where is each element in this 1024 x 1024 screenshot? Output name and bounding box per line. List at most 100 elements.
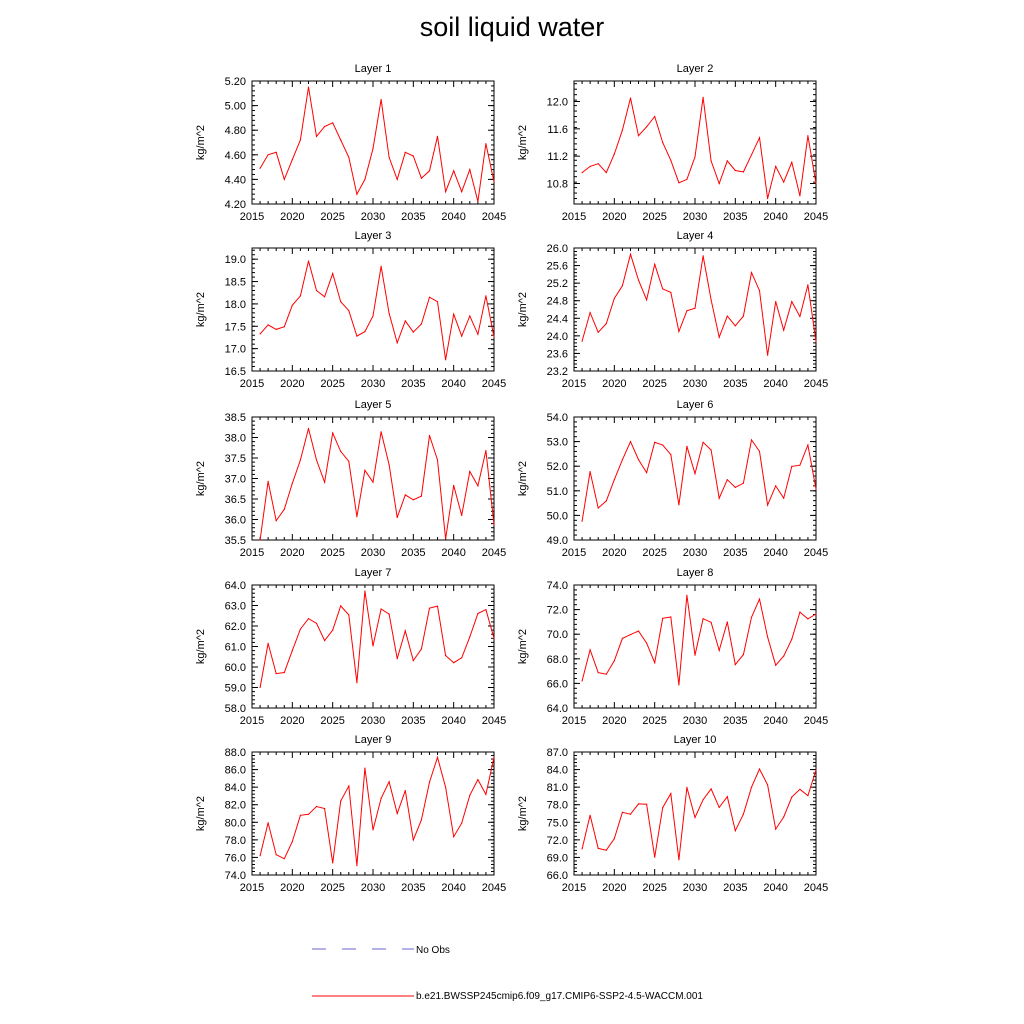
x-tick-label: 2030	[683, 211, 707, 223]
y-tick-label: 74.0	[547, 580, 568, 592]
data-point	[678, 504, 680, 506]
y-axis-label: kg/m^2	[195, 629, 207, 664]
data-point	[428, 170, 431, 172]
data-point	[742, 482, 745, 484]
data-point	[388, 312, 390, 314]
y-tick-label: 5.00	[225, 101, 246, 113]
data-point	[477, 333, 479, 335]
y-tick-label: 19.0	[225, 254, 246, 266]
data-point	[372, 315, 374, 317]
y-tick-label: 37.5	[225, 453, 246, 465]
data-point	[291, 304, 293, 306]
data-point	[396, 516, 398, 519]
data-point	[613, 297, 615, 300]
x-tick-label: 2015	[562, 882, 586, 894]
y-axis-label: kg/m^2	[517, 461, 529, 496]
data-point	[767, 636, 769, 638]
data-point	[815, 613, 817, 615]
data-point	[461, 514, 463, 517]
x-tick-label: 2015	[562, 715, 586, 727]
x-tick-label: 2035	[723, 547, 747, 559]
data-point	[372, 829, 374, 831]
data-point	[315, 135, 318, 137]
data-point	[259, 539, 261, 541]
data-point	[734, 325, 736, 327]
data-point	[581, 680, 583, 682]
data-point	[750, 272, 753, 274]
data-point	[783, 329, 785, 331]
x-tick-label: 2015	[240, 211, 264, 223]
data-point	[702, 799, 704, 801]
data-point	[396, 658, 398, 660]
data-point	[477, 779, 479, 781]
y-tick-label: 78.0	[547, 800, 568, 812]
x-tick-label: 2025	[320, 547, 344, 559]
data-point	[694, 156, 696, 158]
data-point	[621, 129, 624, 131]
data-point	[758, 137, 761, 139]
chart-panel-2: Layer 2 kg/m^2 2015 2020 2025 2030 2035 2040 204…	[517, 63, 828, 223]
data-point	[469, 169, 471, 171]
data-point	[662, 807, 664, 809]
data-point	[307, 86, 310, 88]
panel-title: Layer 4	[677, 230, 714, 242]
y-tick-label: 4.60	[225, 150, 246, 162]
y-tick-label: 25.6	[547, 261, 568, 273]
data-point	[485, 450, 487, 452]
data-point	[477, 612, 479, 615]
data-point	[767, 197, 769, 200]
y-tick-label: 23.6	[547, 348, 568, 360]
y-tick-label: 59.0	[225, 683, 246, 695]
x-tick-label: 2020	[602, 378, 626, 390]
data-point	[726, 796, 728, 798]
data-point	[267, 642, 269, 645]
x-tick-label: 2045	[482, 211, 506, 223]
y-tick-label: 24.4	[547, 313, 568, 325]
y-tick-label: 11.2	[547, 151, 568, 163]
data-point	[364, 178, 366, 180]
y-tick-label: 50.0	[547, 510, 568, 522]
data-point	[307, 618, 310, 620]
data-point	[283, 858, 285, 860]
data-point	[412, 331, 414, 333]
panel-title: Layer 8	[677, 567, 714, 579]
data-point	[356, 682, 358, 684]
y-tick-label: 38.0	[225, 433, 246, 445]
x-tick-label: 2035	[401, 882, 425, 894]
data-point	[742, 171, 745, 173]
data-point	[807, 618, 809, 620]
x-tick-label: 2040	[441, 547, 465, 559]
x-tick-label: 2035	[401, 378, 425, 390]
x-tick-label: 2025	[642, 882, 666, 894]
data-point	[445, 786, 447, 788]
x-tick-label: 2040	[441, 378, 465, 390]
x-tick-label: 2025	[642, 547, 666, 559]
x-tick-label: 2025	[320, 378, 344, 390]
y-tick-label: 70.0	[547, 629, 568, 641]
data-point	[726, 315, 728, 317]
data-point	[267, 480, 269, 482]
y-axis-label: kg/m^2	[517, 629, 529, 664]
data-point	[686, 178, 688, 180]
data-point	[815, 182, 817, 185]
data-point	[646, 126, 648, 128]
data-point	[445, 654, 447, 657]
data-point	[348, 785, 350, 787]
data-point	[436, 301, 439, 303]
chart-panel-1: Layer 1 kg/m^2 2015 2020 2025 2030 2035 2040 204…	[195, 63, 506, 223]
data-point	[356, 516, 358, 518]
data-point	[428, 434, 431, 437]
x-tick-label: 2020	[602, 211, 626, 223]
y-axis-label: kg/m^2	[195, 292, 207, 327]
data-point	[469, 794, 471, 796]
data-point	[404, 320, 406, 322]
data-point	[356, 193, 358, 195]
y-tick-label: 64.0	[547, 703, 568, 715]
data-point	[613, 660, 615, 662]
x-tick-label: 2035	[401, 547, 425, 559]
plot-frame	[251, 80, 495, 205]
data-point	[332, 272, 334, 275]
data-point	[493, 756, 495, 758]
data-point	[597, 507, 599, 509]
y-axis-label: kg/m^2	[195, 796, 207, 831]
